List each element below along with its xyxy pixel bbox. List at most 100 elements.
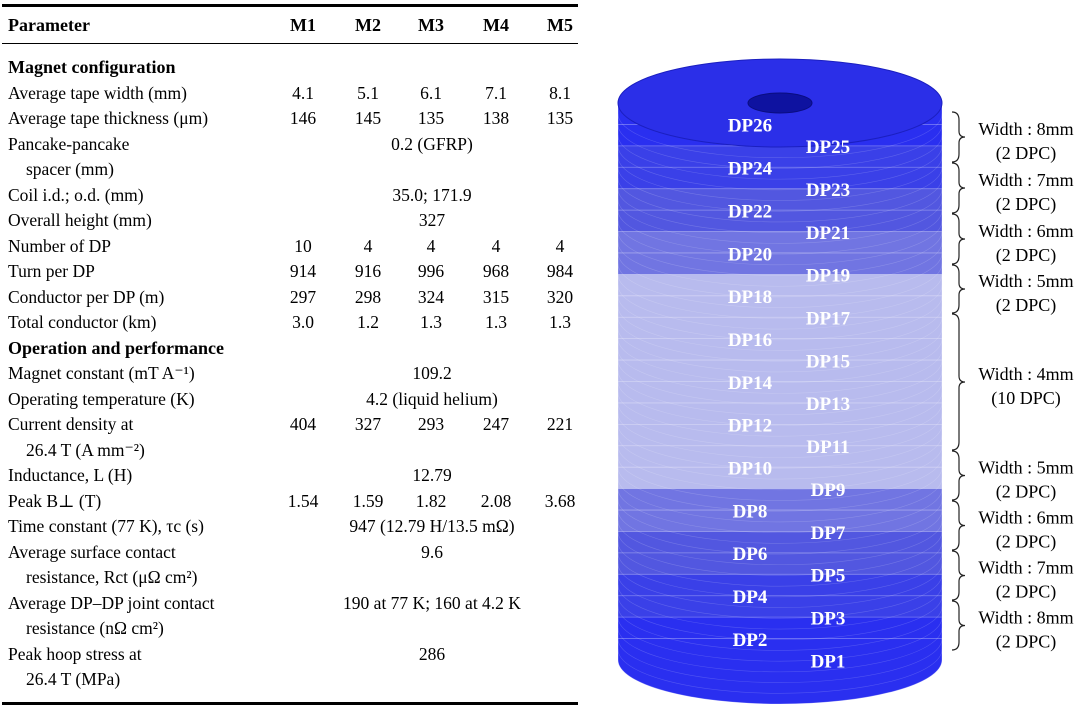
dp-label: DP7 [811,523,846,544]
winding-line [617,477,943,523]
winding-line [617,649,943,694]
row-label: Pancake-pancake [8,133,130,154]
header-m2: M2 [355,15,381,35]
width-annotation: Width : 5mm [978,271,1073,291]
row-value: 138 [482,108,510,128]
dpc-annotation: (2 DPC) [996,143,1057,164]
row-value: 4.1 [292,82,314,103]
row-label-continued: resistance (nΩ cm²) [26,618,164,638]
row-value: 135 [417,108,445,128]
winding-line [617,563,943,608]
row-value: 1.82 [415,490,447,511]
winding-line [617,327,943,373]
row-value-span: 327 [418,210,446,230]
winding-line [617,627,943,673]
row-label: Inductance, L (H) [8,465,133,485]
row-value-span: 12.79 [412,465,452,485]
dp-label: DP22 [728,201,772,222]
dp-label: DP2 [733,630,768,651]
dp-label: DP3 [811,608,846,629]
brace [951,313,966,451]
brace [951,162,966,214]
row-label: Average DP–DP joint contact [8,592,215,613]
winding-line [617,145,943,191]
row-value: 1.3 [420,312,442,332]
row-value: 4 [363,235,373,256]
winding-line [617,210,943,255]
width-annotation: Width : 7mm [978,170,1073,190]
row-value: 984 [546,261,574,281]
row-value: 968 [482,261,510,281]
row-label: Time constant (77 K), τc (s) [8,516,204,536]
winding-line [617,606,943,651]
dp-label: DP8 [733,501,768,522]
winding-line [617,306,943,351]
winding-line [617,552,943,598]
dpc-annotation: (2 DPC) [996,532,1057,553]
dp-label: DP5 [811,566,846,587]
winding-line [617,520,943,566]
dp-label: DP17 [806,309,851,330]
winding-line [617,392,943,437]
row-value: 1.3 [485,312,507,332]
dp-label: DP18 [728,287,772,308]
row-value: 5.1 [357,82,379,103]
section-heading: Operation and performance [8,337,224,358]
row-value: 1.59 [352,490,384,511]
row-value: 145 [354,108,382,128]
row-value: 4 [491,235,501,256]
row-value-span: 4.2 (liquid helium) [366,388,498,409]
row-value: 8.1 [549,82,571,103]
dpc-annotation: (2 DPC) [996,194,1057,215]
row-value: 247 [482,414,510,434]
dp-label: DP15 [806,351,850,372]
row-value: 320 [546,286,574,307]
row-value: 3.0 [292,312,314,332]
header-m3: M3 [418,15,444,35]
dp-label: DP13 [806,394,850,415]
header-parameter: Parameter [8,15,90,35]
dpc-annotation: (2 DPC) [996,582,1057,603]
winding-line [617,402,943,448]
row-label-continued: 26.4 T (A mm⁻²) [26,439,145,460]
dp-label: DP23 [806,180,850,201]
winding-line [617,424,943,469]
row-value: 221 [546,414,574,434]
row-label-continued: 26.4 T (MPa) [26,669,121,689]
row-label-continued: resistance, Rct (μΩ cm²) [26,567,198,587]
row-label: Current density at [8,414,134,434]
width-annotation: Width : 8mm [978,608,1073,628]
row-value: 324 [417,286,445,307]
row-value: 914 [289,261,317,281]
dp-label: DP19 [806,266,850,287]
row-label: Average tape thickness (μm) [8,108,209,128]
row-label: Coil i.d.; o.d. (mm) [8,184,144,205]
brace [951,264,966,314]
row-label: Total conductor (km) [8,312,157,332]
row-value-span: 9.6 [421,541,443,562]
parameter-table: Parameter M1 M2 M3 M4 M5 Magnet configuration A… [2,4,578,705]
dp-label: DP25 [806,137,850,158]
dpc-annotation: (2 DPC) [996,482,1057,503]
header-m1: M1 [290,15,316,35]
winding-line [617,349,943,394]
row-value: 6.1 [420,82,442,103]
header-rule [2,43,578,45]
winding-line [617,456,943,501]
row-label: Operating temperature (K) [8,388,195,409]
brace [951,600,966,651]
winding-line [617,467,943,512]
brace [951,213,966,265]
row-value-span: 0.2 (GFRP) [391,133,473,154]
row-value-span: 109.2 [412,363,452,383]
width-annotation: Width : 5mm [978,458,1073,478]
dp-label: DP4 [733,587,768,608]
winding-line [617,113,943,159]
brace [951,500,966,551]
row-label: Average tape width (mm) [8,82,187,103]
winding-line [617,488,943,533]
dpc-annotation: (2 DPC) [996,245,1057,266]
row-value: 2.08 [480,490,512,511]
row-value: 996 [417,261,445,281]
row-value: 327 [354,414,382,434]
